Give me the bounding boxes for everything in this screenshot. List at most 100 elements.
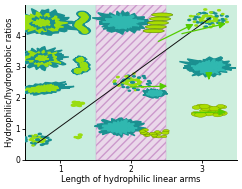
Circle shape <box>80 15 90 19</box>
Y-axis label: Hydrophilic/hydrophobic ratios: Hydrophilic/hydrophobic ratios <box>5 18 14 147</box>
Circle shape <box>78 134 82 136</box>
Circle shape <box>74 23 84 27</box>
Circle shape <box>74 22 82 25</box>
Circle shape <box>75 23 81 25</box>
Circle shape <box>80 28 85 31</box>
Circle shape <box>81 28 86 30</box>
Circle shape <box>188 19 190 21</box>
Circle shape <box>71 104 76 106</box>
Circle shape <box>81 16 89 19</box>
Circle shape <box>76 24 81 27</box>
Circle shape <box>77 22 82 24</box>
Circle shape <box>82 31 88 33</box>
Circle shape <box>161 135 167 138</box>
Circle shape <box>80 102 84 104</box>
Circle shape <box>209 106 219 111</box>
Circle shape <box>136 79 139 80</box>
Circle shape <box>203 15 206 17</box>
Circle shape <box>73 23 81 26</box>
Circle shape <box>45 143 48 144</box>
Circle shape <box>193 21 196 22</box>
Circle shape <box>74 24 83 28</box>
Circle shape <box>125 83 128 84</box>
Circle shape <box>138 83 140 84</box>
Circle shape <box>151 134 158 137</box>
Circle shape <box>203 16 205 17</box>
Circle shape <box>31 140 33 141</box>
Circle shape <box>226 21 228 23</box>
Circle shape <box>114 80 116 81</box>
Circle shape <box>76 25 86 29</box>
Circle shape <box>209 26 212 28</box>
Circle shape <box>142 129 148 132</box>
Polygon shape <box>191 60 226 74</box>
Circle shape <box>80 29 89 33</box>
Circle shape <box>216 111 227 116</box>
Circle shape <box>40 138 43 139</box>
Circle shape <box>76 22 81 25</box>
Circle shape <box>74 137 77 138</box>
Circle shape <box>211 12 213 13</box>
Circle shape <box>128 80 130 81</box>
Circle shape <box>141 86 144 88</box>
Bar <box>166 5 237 160</box>
Circle shape <box>200 21 202 22</box>
Circle shape <box>207 21 209 22</box>
Circle shape <box>192 112 201 116</box>
Circle shape <box>76 102 79 103</box>
Circle shape <box>48 139 51 141</box>
Circle shape <box>79 28 84 30</box>
Circle shape <box>142 76 145 77</box>
Circle shape <box>77 18 88 23</box>
Circle shape <box>80 15 90 19</box>
Circle shape <box>76 23 82 26</box>
Polygon shape <box>143 89 168 98</box>
Polygon shape <box>26 53 53 63</box>
Circle shape <box>81 30 90 34</box>
Circle shape <box>79 16 90 20</box>
Circle shape <box>79 27 89 32</box>
Circle shape <box>152 136 157 138</box>
Circle shape <box>32 144 35 146</box>
Circle shape <box>133 84 135 85</box>
Circle shape <box>83 16 88 18</box>
Circle shape <box>209 15 212 17</box>
Circle shape <box>217 22 219 23</box>
Polygon shape <box>102 120 137 135</box>
Circle shape <box>213 19 216 20</box>
Circle shape <box>201 106 212 111</box>
Circle shape <box>149 132 157 136</box>
Circle shape <box>36 135 38 136</box>
Polygon shape <box>76 57 84 62</box>
Circle shape <box>79 17 88 21</box>
Circle shape <box>220 15 223 16</box>
Circle shape <box>24 137 27 138</box>
Circle shape <box>155 132 161 135</box>
Polygon shape <box>33 19 50 27</box>
Circle shape <box>145 134 150 136</box>
Circle shape <box>76 104 81 106</box>
Circle shape <box>205 13 207 14</box>
Circle shape <box>117 76 119 77</box>
X-axis label: Length of hydrophilic linear arms: Length of hydrophilic linear arms <box>61 175 201 184</box>
Circle shape <box>81 14 86 16</box>
Polygon shape <box>77 61 90 69</box>
Circle shape <box>136 89 139 90</box>
Circle shape <box>196 104 205 108</box>
Circle shape <box>79 27 85 30</box>
Circle shape <box>134 86 137 87</box>
Circle shape <box>82 15 90 19</box>
Circle shape <box>205 15 208 16</box>
Circle shape <box>210 12 212 13</box>
Ellipse shape <box>150 17 171 21</box>
Circle shape <box>77 27 88 31</box>
Circle shape <box>126 80 129 81</box>
Circle shape <box>83 30 88 33</box>
Circle shape <box>78 104 82 105</box>
Circle shape <box>195 16 198 18</box>
Circle shape <box>34 143 36 144</box>
Circle shape <box>192 105 201 109</box>
Circle shape <box>44 136 47 138</box>
Circle shape <box>206 21 208 22</box>
Circle shape <box>81 18 86 20</box>
